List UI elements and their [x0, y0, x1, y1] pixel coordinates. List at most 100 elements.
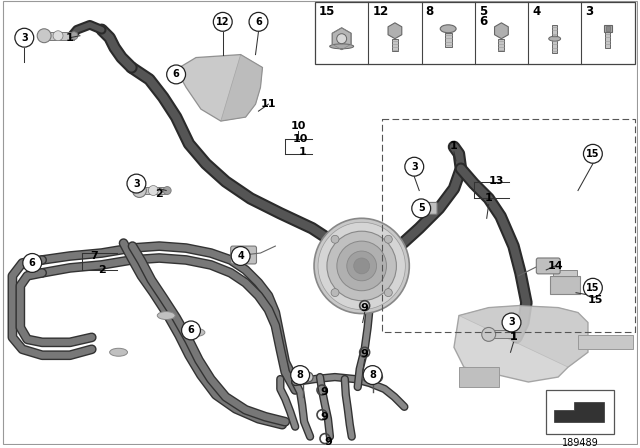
- Circle shape: [502, 313, 521, 332]
- FancyBboxPatch shape: [230, 246, 257, 264]
- Ellipse shape: [330, 44, 354, 49]
- Polygon shape: [332, 28, 351, 50]
- Bar: [315, 2, 634, 64]
- Circle shape: [331, 289, 339, 297]
- Bar: [381, 119, 634, 332]
- Circle shape: [354, 258, 370, 274]
- Polygon shape: [454, 306, 588, 382]
- Text: 13: 13: [489, 176, 504, 185]
- Circle shape: [327, 231, 396, 301]
- Text: 3: 3: [133, 179, 140, 189]
- Circle shape: [291, 366, 310, 384]
- Text: 1: 1: [450, 141, 458, 151]
- Bar: [489, 331, 515, 338]
- Bar: [459, 367, 499, 387]
- Text: 1: 1: [298, 147, 306, 157]
- Text: 3: 3: [411, 162, 418, 172]
- Text: 9: 9: [361, 302, 369, 313]
- Text: 9: 9: [324, 436, 332, 447]
- Text: 8: 8: [426, 5, 434, 18]
- Text: 15: 15: [319, 5, 335, 18]
- Ellipse shape: [440, 25, 456, 33]
- Bar: [445, 33, 452, 47]
- Bar: [140, 186, 167, 194]
- Circle shape: [213, 13, 232, 31]
- Text: 6: 6: [29, 258, 36, 268]
- Text: 12: 12: [372, 5, 388, 18]
- Text: 14: 14: [547, 261, 563, 271]
- Circle shape: [127, 174, 146, 193]
- Text: 10: 10: [291, 121, 306, 131]
- Text: 2: 2: [98, 265, 106, 275]
- Circle shape: [148, 185, 158, 195]
- Text: 3: 3: [508, 318, 515, 327]
- Circle shape: [584, 144, 602, 163]
- Text: 3: 3: [21, 33, 28, 43]
- Text: 6: 6: [255, 17, 262, 27]
- Text: 5: 5: [479, 5, 487, 18]
- Circle shape: [337, 241, 387, 291]
- Bar: [44, 32, 74, 40]
- Polygon shape: [221, 55, 262, 121]
- Circle shape: [584, 278, 602, 297]
- Circle shape: [182, 321, 200, 340]
- Circle shape: [303, 372, 313, 382]
- Circle shape: [293, 372, 303, 382]
- Circle shape: [23, 254, 42, 272]
- Polygon shape: [388, 23, 402, 39]
- Text: 9: 9: [320, 412, 328, 422]
- Text: 189489: 189489: [562, 438, 598, 448]
- Circle shape: [331, 235, 339, 243]
- Text: 6: 6: [173, 69, 179, 79]
- Circle shape: [482, 327, 495, 341]
- Circle shape: [337, 34, 347, 43]
- Text: 12: 12: [216, 17, 230, 27]
- Polygon shape: [176, 55, 262, 121]
- Ellipse shape: [157, 311, 175, 319]
- Circle shape: [15, 28, 34, 47]
- Text: 6: 6: [479, 15, 487, 28]
- Circle shape: [372, 372, 383, 382]
- Text: 1: 1: [485, 194, 493, 203]
- Text: 1: 1: [66, 33, 74, 43]
- Text: 1: 1: [509, 332, 517, 342]
- Bar: [553, 270, 577, 276]
- Polygon shape: [495, 23, 508, 39]
- Circle shape: [385, 289, 392, 297]
- Circle shape: [363, 372, 372, 382]
- Bar: [605, 32, 611, 47]
- Circle shape: [70, 32, 78, 40]
- Circle shape: [385, 235, 392, 243]
- Bar: [578, 336, 632, 349]
- Bar: [499, 39, 504, 51]
- Text: 7: 7: [90, 251, 98, 261]
- Circle shape: [363, 366, 382, 384]
- Text: 15: 15: [586, 283, 600, 293]
- Bar: [546, 390, 614, 434]
- Circle shape: [163, 186, 171, 194]
- Circle shape: [405, 157, 424, 176]
- FancyBboxPatch shape: [536, 258, 560, 274]
- Bar: [298, 374, 308, 380]
- Circle shape: [249, 13, 268, 31]
- Bar: [604, 25, 612, 32]
- FancyBboxPatch shape: [420, 202, 437, 214]
- Circle shape: [347, 251, 376, 281]
- Text: 4: 4: [532, 5, 540, 18]
- Text: 2: 2: [156, 190, 163, 199]
- Ellipse shape: [187, 328, 205, 336]
- Text: 5: 5: [418, 203, 424, 213]
- Text: 3: 3: [585, 5, 593, 18]
- Circle shape: [231, 246, 250, 265]
- Circle shape: [37, 29, 51, 43]
- Polygon shape: [554, 402, 604, 422]
- Circle shape: [166, 65, 186, 84]
- Bar: [606, 26, 610, 31]
- Bar: [552, 25, 557, 52]
- Circle shape: [314, 218, 410, 314]
- Circle shape: [132, 184, 147, 198]
- Bar: [367, 374, 378, 380]
- Text: 4: 4: [237, 251, 244, 261]
- Text: 15: 15: [586, 149, 600, 159]
- Text: 9: 9: [361, 349, 369, 359]
